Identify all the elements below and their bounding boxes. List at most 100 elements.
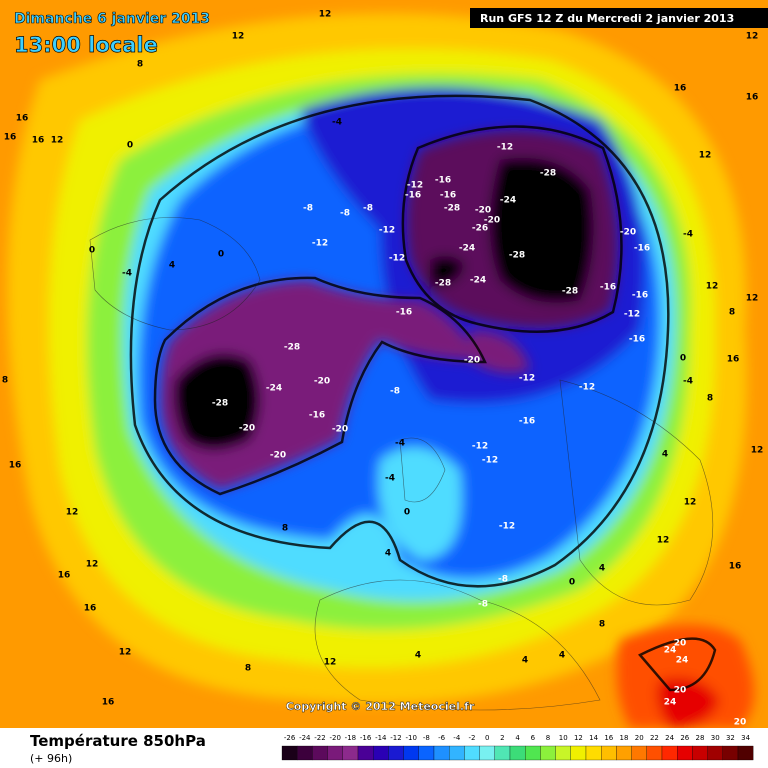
contour-label: 12 bbox=[684, 498, 697, 508]
scale-swatch bbox=[464, 745, 480, 761]
contour-label: -28 bbox=[444, 204, 460, 214]
contour-label: -16 bbox=[396, 308, 412, 318]
scale-swatch bbox=[737, 745, 754, 761]
contour-label: 4 bbox=[415, 651, 421, 661]
scale-tick-label: 22 bbox=[650, 734, 659, 742]
contour-label: -26 bbox=[472, 224, 488, 234]
contour-label: 12 bbox=[657, 536, 670, 546]
contour-label: -8 bbox=[363, 204, 373, 214]
run-info: Run GFS 12 Z du Mercredi 2 janvier 2013 bbox=[480, 12, 734, 25]
contour-label: 0 bbox=[218, 250, 224, 260]
contour-label: 16 bbox=[16, 114, 29, 124]
scale-tick-label: 30 bbox=[711, 734, 720, 742]
scale-swatch bbox=[677, 745, 693, 761]
scale-tick-label: 26 bbox=[680, 734, 689, 742]
scale-tick-label: 24 bbox=[665, 734, 674, 742]
scale-tick-label: 20 bbox=[635, 734, 644, 742]
contour-label: 20 bbox=[674, 686, 687, 696]
contour-label: -16 bbox=[309, 411, 325, 421]
contour-label: -28 bbox=[435, 279, 451, 289]
contour-label: -28 bbox=[540, 169, 556, 179]
scale-swatch bbox=[479, 745, 495, 761]
contour-label: 16 bbox=[729, 562, 742, 572]
scale-swatch bbox=[585, 745, 602, 761]
scale-swatch bbox=[616, 745, 632, 761]
contour-label: -20 bbox=[270, 451, 286, 461]
contour-label: 4 bbox=[599, 564, 605, 574]
contour-label: -8 bbox=[303, 204, 313, 214]
contour-label: -4 bbox=[683, 230, 693, 240]
contour-label: -4 bbox=[122, 269, 132, 279]
scale-tick-label: 8 bbox=[546, 734, 550, 742]
scale-tick-label: 32 bbox=[726, 734, 735, 742]
contour-label: 8 bbox=[2, 376, 8, 386]
scale-swatch bbox=[525, 745, 541, 761]
scale-tick-label: 12 bbox=[574, 734, 583, 742]
contour-label: 12 bbox=[751, 446, 764, 456]
contour-label: 0 bbox=[127, 141, 133, 151]
contour-label: -16 bbox=[629, 335, 645, 345]
scale-swatch bbox=[342, 745, 359, 761]
contour-label: -20 bbox=[475, 206, 491, 216]
contour-label: 8 bbox=[282, 524, 288, 534]
contour-label: 16 bbox=[746, 93, 759, 103]
contour-label: 16 bbox=[727, 355, 740, 365]
contour-label: -28 bbox=[562, 287, 578, 297]
contour-label: 20 bbox=[674, 639, 687, 649]
contour-label: -24 bbox=[470, 276, 486, 286]
contour-label: -8 bbox=[390, 387, 400, 397]
contour-label: -8 bbox=[340, 209, 350, 219]
contour-label: 4 bbox=[385, 549, 391, 559]
contour-label: 12 bbox=[232, 32, 245, 42]
scale-swatch bbox=[373, 745, 389, 761]
scale-tick-label: -10 bbox=[405, 734, 416, 742]
contour-label: -16 bbox=[440, 191, 456, 201]
scale-swatch bbox=[449, 745, 465, 761]
scale-tick-label: 6 bbox=[531, 734, 536, 742]
contour-label: 16 bbox=[102, 698, 115, 708]
contour-label: 12 bbox=[324, 658, 337, 668]
scale-tick-label: 2 bbox=[500, 734, 504, 742]
scale-tick-label: 16 bbox=[604, 734, 613, 742]
contour-label: -12 bbox=[482, 456, 498, 466]
contour-label: 4 bbox=[559, 651, 565, 661]
contour-label: -16 bbox=[632, 291, 648, 301]
scale-swatch bbox=[722, 745, 739, 761]
contour-label: 12 bbox=[86, 560, 99, 570]
contour-label: -4 bbox=[683, 377, 693, 387]
scale-tick-label: 14 bbox=[589, 734, 598, 742]
contour-label: -12 bbox=[379, 226, 395, 236]
contour-label: 12 bbox=[746, 294, 759, 304]
contour-label: -20 bbox=[314, 377, 330, 387]
contour-label: -28 bbox=[284, 343, 300, 353]
contour-label: -16 bbox=[600, 283, 616, 293]
scale-swatch bbox=[433, 745, 450, 761]
contour-label: 12 bbox=[746, 32, 759, 42]
scale-swatch bbox=[631, 745, 647, 761]
time: 13:00 locale bbox=[14, 33, 158, 57]
scale-swatch bbox=[555, 745, 571, 761]
scale-tick-label: -12 bbox=[390, 734, 401, 742]
scale-swatch bbox=[327, 745, 343, 761]
contour-label: -20 bbox=[464, 356, 480, 366]
scale-swatch bbox=[540, 745, 556, 761]
contour-label: -16 bbox=[435, 176, 451, 186]
contour-label: -4 bbox=[395, 439, 405, 449]
contour-labels: 12 12 8 12 16 16 16 12 0 16 16 12 -4 -12 -28 -16 -12 -16 -… bbox=[2, 10, 763, 728]
scale-tick-label: -18 bbox=[345, 734, 356, 742]
contour-label: -24 bbox=[459, 244, 475, 254]
footer-lead: (+ 96h) bbox=[30, 752, 72, 765]
scale-tick-label: -6 bbox=[438, 734, 446, 742]
contour-label: -12 bbox=[499, 522, 515, 532]
contour-label: -8 bbox=[498, 575, 508, 585]
contour-label: 0 bbox=[680, 354, 686, 364]
scale-tick-label: -20 bbox=[329, 734, 340, 742]
contour-label: 16 bbox=[32, 136, 45, 146]
contour-label: 16 bbox=[84, 604, 97, 614]
contour-label: 16 bbox=[58, 571, 71, 581]
color-scale: -26 -24 -22 -20 -18 -16 -14 -12 -10 -8 -6 -4 -2 0 2 4 6 8… bbox=[281, 734, 754, 761]
scale-swatch bbox=[661, 745, 678, 761]
scale-tick-label: -22 bbox=[314, 734, 325, 742]
contour-label: 8 bbox=[729, 308, 735, 318]
